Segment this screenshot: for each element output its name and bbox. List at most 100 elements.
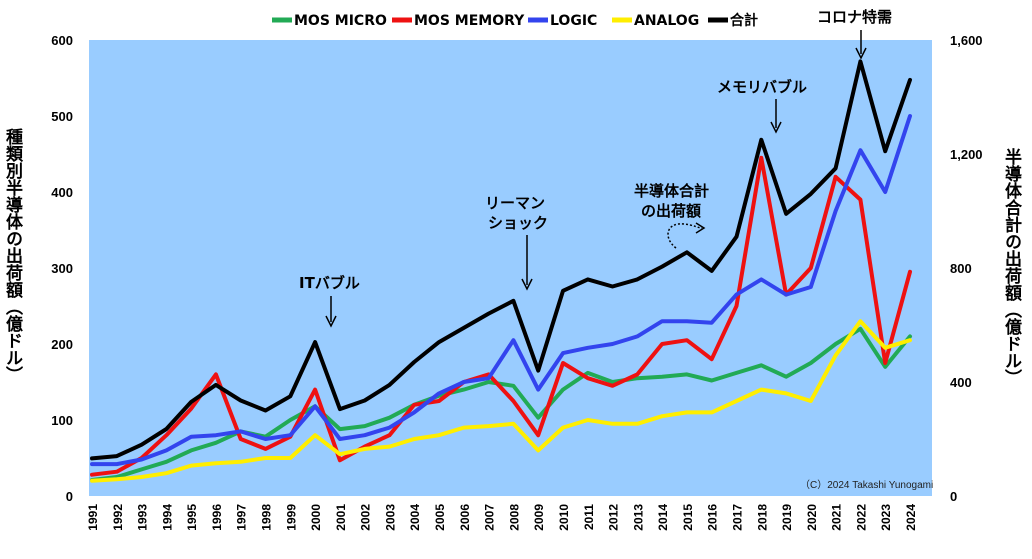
- series-point: [412, 403, 416, 407]
- legend-label-total: 合計: [730, 12, 758, 29]
- annotations: ITバブル リーマン ショック 半導体合計 の出荷額 メモリバブル コロナ特需: [299, 8, 892, 328]
- series-point: [735, 304, 738, 308]
- series-point: [635, 376, 639, 380]
- series-point: [239, 429, 243, 433]
- series-point: [710, 269, 714, 273]
- x-tick-label: 2002: [359, 504, 373, 531]
- series-point: [338, 437, 342, 441]
- series-point: [388, 416, 391, 420]
- series-point: [189, 435, 193, 439]
- series-point: [437, 391, 441, 395]
- series-point: [710, 357, 714, 361]
- series-point: [338, 407, 342, 411]
- x-tick-label: 2000: [309, 504, 323, 531]
- series-point: [735, 235, 738, 239]
- series-point: [487, 312, 491, 316]
- x-tick-label: 1997: [235, 504, 249, 531]
- x-tick-label: 2019: [780, 504, 794, 531]
- series-point: [214, 433, 218, 437]
- series-point: [437, 433, 441, 437]
- credit-text: （C）2024 Takashi Yunogami: [800, 479, 933, 491]
- series-point: [412, 437, 416, 441]
- series-point: [858, 327, 862, 331]
- series-point: [586, 277, 590, 281]
- y-right-tick-label: 1,600: [950, 33, 983, 48]
- series-point: [164, 427, 168, 431]
- series-point: [264, 437, 267, 441]
- series-point: [611, 422, 614, 426]
- series-point: [487, 376, 491, 380]
- series-point: [214, 441, 218, 445]
- x-tick-label: 2008: [507, 504, 521, 531]
- series-point: [611, 380, 614, 384]
- series-point: [561, 361, 565, 365]
- series-point: [685, 250, 689, 254]
- x-tick-label: 2006: [458, 504, 472, 531]
- series-point: [735, 371, 738, 375]
- x-tick-label: 1995: [185, 504, 199, 531]
- series-point: [908, 114, 912, 118]
- series-point: [685, 338, 689, 342]
- series-point: [511, 422, 515, 426]
- annotation-memory-bubble: メモリバブル: [717, 78, 807, 96]
- series-point: [164, 471, 168, 475]
- series-point: [536, 433, 540, 437]
- y-axis-left-ticks: 0 100 200 300 400 500 600: [51, 33, 73, 504]
- series-point: [759, 277, 763, 281]
- series-point: [288, 433, 292, 437]
- series-point: [140, 443, 144, 447]
- x-tick-label: 2012: [607, 504, 621, 531]
- series-point: [561, 388, 565, 392]
- series-point: [363, 424, 367, 428]
- y-left-tick-label: 600: [51, 33, 73, 48]
- series-line-合計: [90, 59, 912, 461]
- x-tick-label: 2009: [532, 504, 546, 531]
- series-point: [462, 326, 466, 330]
- series-point: [412, 360, 416, 364]
- annotation-lehman-line2: ショック: [488, 214, 548, 232]
- series-point: [90, 456, 94, 460]
- series-point: [462, 380, 466, 384]
- series-point: [388, 426, 391, 430]
- series-point: [164, 433, 168, 437]
- series-point: [908, 78, 912, 82]
- annotation-it-bubble-arrowhead: [325, 315, 337, 328]
- series-point: [90, 473, 94, 477]
- series-point: [809, 399, 813, 403]
- annotation-total-arrowhead: [695, 222, 706, 234]
- annotation-memory-arrowhead: [770, 121, 782, 134]
- x-tick-label: 1991: [86, 504, 100, 531]
- series-point: [511, 299, 515, 303]
- series-point: [388, 383, 391, 387]
- series-point: [164, 448, 168, 452]
- series-point: [264, 409, 267, 412]
- series-point: [90, 462, 94, 466]
- y-left-tick-label: 100: [51, 413, 73, 428]
- x-tick-label: 2004: [408, 504, 422, 531]
- y-left-tick-label: 0: [66, 489, 73, 504]
- x-tick-label: 2007: [483, 504, 497, 531]
- series-point: [710, 321, 714, 325]
- x-tick-label: 2020: [805, 504, 819, 531]
- series-point: [759, 138, 763, 142]
- x-tick-label: 2001: [334, 504, 348, 531]
- series-point: [784, 375, 788, 379]
- series-point: [288, 418, 292, 422]
- series-point: [511, 338, 515, 342]
- series-point: [388, 433, 391, 437]
- y-left-tick-label: 200: [51, 337, 73, 352]
- series-point: [635, 372, 639, 376]
- series-point: [536, 388, 540, 392]
- series-point: [858, 148, 862, 152]
- series-point: [735, 399, 738, 403]
- x-tick-label: 2005: [433, 504, 447, 531]
- series-point: [264, 447, 267, 451]
- series-point: [462, 426, 466, 430]
- series-point: [660, 375, 664, 379]
- series-point: [437, 340, 441, 344]
- series-point: [313, 340, 317, 344]
- series-point: [189, 400, 193, 404]
- x-tick-label: 2024: [904, 504, 918, 531]
- series-point: [338, 458, 342, 462]
